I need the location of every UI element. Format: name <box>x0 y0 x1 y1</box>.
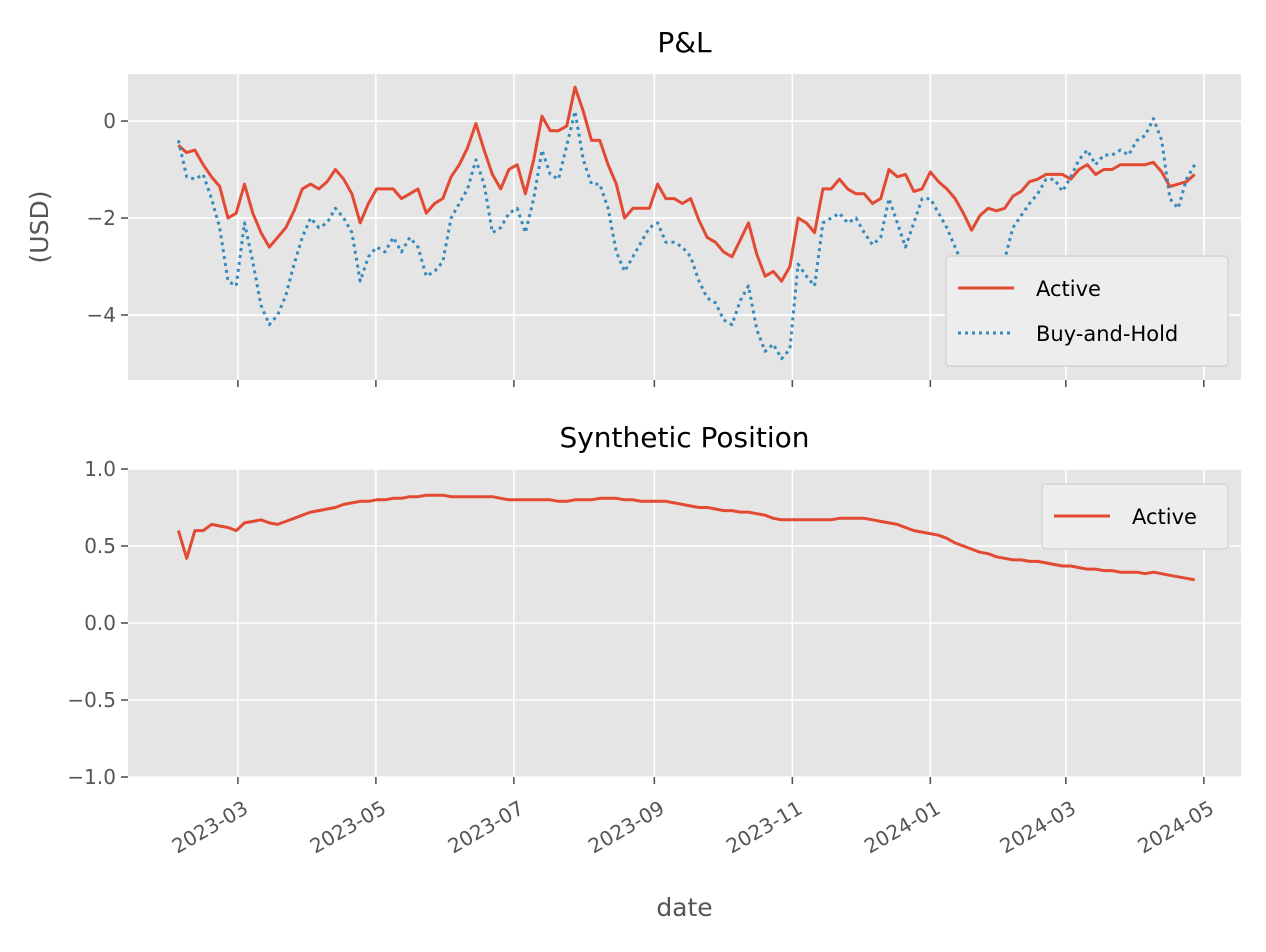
legend: Active Buy-and-Hold <box>945 255 1229 367</box>
y-tick-label: 0.5 <box>84 534 116 558</box>
series-line <box>176 109 1197 361</box>
y-tick-label: 1.0 <box>84 457 116 481</box>
series-line <box>176 493 1195 582</box>
y-tick-label: −2 <box>87 206 116 230</box>
chart-title: P&L <box>657 26 712 59</box>
chart-title: Synthetic Position <box>559 421 809 454</box>
y-tick-label: −4 <box>87 303 116 327</box>
legend-label: Active <box>1036 277 1101 301</box>
y-tick-label: −1.0 <box>67 765 116 789</box>
legend-box <box>945 255 1229 367</box>
legend-label: Active <box>1132 505 1197 529</box>
y-axis-label: (USD) <box>25 191 54 264</box>
legend-box <box>1041 483 1229 550</box>
y-tick-label: 0.0 <box>84 611 116 635</box>
legend-label: Buy-and-Hold <box>1036 322 1178 346</box>
y-tick-label: 0 <box>103 109 116 133</box>
y-tick-label: −0.5 <box>67 688 116 712</box>
x-axis-label: date <box>656 893 712 922</box>
series-line <box>177 85 1196 283</box>
legend: Active <box>1041 483 1229 550</box>
